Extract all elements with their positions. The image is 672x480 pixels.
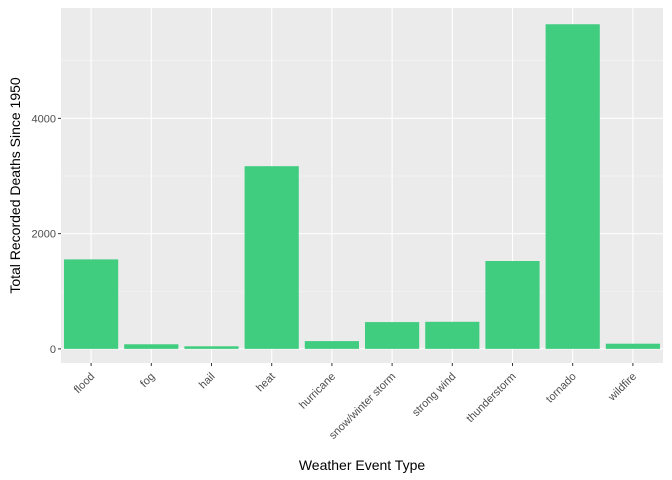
x-tick-label: tornado xyxy=(544,371,579,406)
x-tick-label: strong wind xyxy=(410,371,458,419)
x-tick-label: hurricane xyxy=(297,371,338,412)
x-tick-label: wildfire xyxy=(606,371,639,404)
bar-strong-wind xyxy=(425,321,480,349)
y-axis: 0 2000 4000 xyxy=(32,113,61,356)
bar-wildfire xyxy=(605,343,660,349)
y-tick-label: 0 xyxy=(50,344,56,356)
bar-thunderstorm xyxy=(485,260,540,349)
bar-tornado xyxy=(545,24,600,349)
x-tick-label: thunderstorm xyxy=(464,371,518,425)
bar-heat xyxy=(244,166,299,349)
y-axis-title: Total Recorded Deaths Since 1950 xyxy=(7,77,23,294)
y-tick-label: 2000 xyxy=(32,229,56,241)
x-tick-label: snow/winter storm xyxy=(327,371,398,442)
x-tick-label: hail xyxy=(197,371,218,392)
bar-snow-winter-storm xyxy=(365,322,420,349)
x-tick-label: flood xyxy=(72,371,97,396)
y-tick-label: 4000 xyxy=(32,113,56,125)
x-tick-label: heat xyxy=(254,371,278,395)
bar-flood xyxy=(64,259,119,349)
bar-hail xyxy=(184,346,239,349)
x-tick-label: fog xyxy=(138,371,157,390)
x-axis-title: Weather Event Type xyxy=(299,457,426,473)
bar-hurricane xyxy=(304,341,359,349)
bar-fog xyxy=(124,344,179,349)
bars xyxy=(64,24,660,349)
